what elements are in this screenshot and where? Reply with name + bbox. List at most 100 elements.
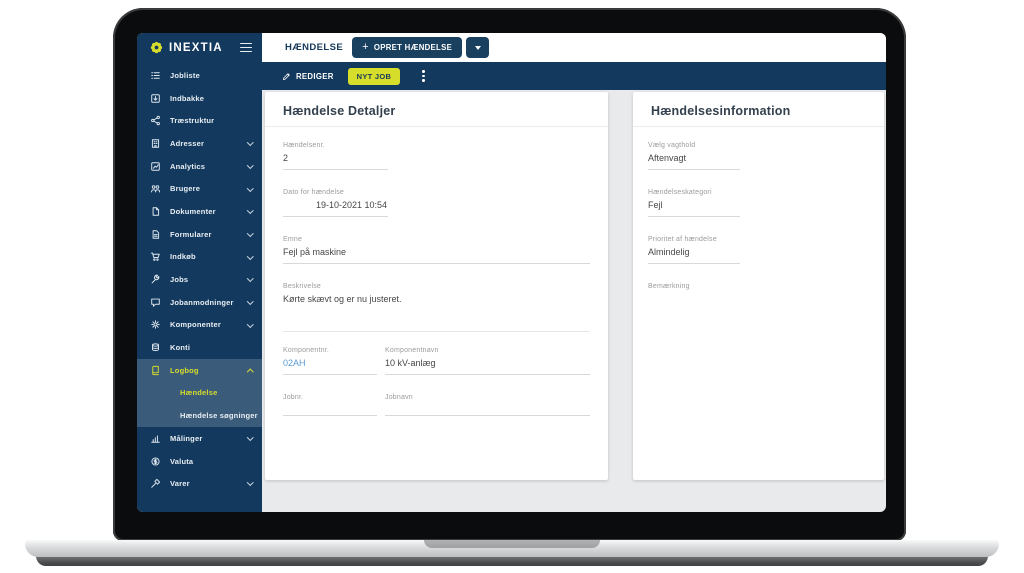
field-prioritet: Prioritet af hændelse Almindelig [648, 236, 869, 264]
haendelsenr-input[interactable]: 2 [283, 153, 388, 170]
prioritet-select[interactable]: Almindelig [648, 247, 740, 264]
varer-icon [151, 479, 161, 488]
komponent-row: Komponentnr. 02AH Komponentnavn 10 kV-an… [283, 332, 590, 375]
field-kategori: Hændelseskategori Fejl [648, 189, 869, 217]
chevron-down-icon [246, 184, 253, 191]
rediger-button[interactable]: REDIGER [282, 72, 334, 81]
field-label: Hændelseskategori [648, 189, 712, 196]
haendelse-detaljer-panel: Hændelse Detaljer Hændelsenr. 2 Dato for… [265, 92, 608, 480]
pencil-icon [283, 72, 290, 80]
sidebar-item-dokumenter[interactable]: Dokumenter [137, 200, 262, 223]
chevron-down-icon [246, 229, 253, 237]
adresser-icon [151, 139, 160, 148]
indkoeb-icon [150, 252, 160, 262]
kebab-menu-icon[interactable] [418, 68, 428, 83]
valuta-icon [151, 456, 160, 466]
analytics-icon [151, 161, 160, 171]
sidebar-item-label: Brugere [170, 184, 201, 194]
laptop-base [25, 540, 999, 557]
dato-input[interactable]: 19-10-2021 10:54 [283, 200, 388, 217]
sidebar-item-haendelse-soegninger[interactable]: Hændelse søgninger [137, 404, 262, 427]
sidebar-item-adresser[interactable]: Adresser [137, 132, 262, 155]
chevron-down-icon [246, 139, 253, 146]
brand-name: INEXTIA [169, 41, 223, 54]
konti-icon [151, 343, 160, 352]
field-komponentnavn: Komponentnavn 10 kV-anlæg [385, 347, 590, 375]
komponentnavn-input[interactable]: 10 kV-anlæg [385, 358, 590, 375]
field-dato: Dato for hændelse 19-10-2021 10:54 [283, 189, 590, 217]
sidebar-item-indkoeb[interactable]: Indkøb [137, 246, 262, 269]
field-label: Bemærkning [648, 283, 690, 290]
chevron-down-icon [246, 252, 253, 260]
field-komponentnr: Komponentnr. 02AH [283, 347, 377, 375]
sidebar-item-varer[interactable]: Varer [137, 472, 262, 495]
logbog-group: Logbog Hændelse Hændelse søgninger [137, 358, 262, 427]
komponenter-icon [151, 320, 160, 330]
jobnavn-input[interactable] [385, 405, 590, 416]
chevron-down-icon [246, 207, 253, 214]
jobnr-input[interactable] [283, 405, 377, 416]
chevron-down-icon [246, 275, 253, 282]
sidebar-item-haendelse[interactable]: Hændelse [137, 382, 262, 405]
sidebar-item-jobs[interactable]: Jobs [137, 268, 262, 291]
sidebar-item-brugere[interactable]: Brugere [137, 177, 262, 200]
sidebar-item-komponenter[interactable]: Komponenter [137, 314, 262, 337]
sidebar-item-label: Adresser [170, 138, 205, 148]
chevron-down-icon [246, 161, 253, 169]
sidebar: INEXTIA Jobliste Indbakke Træstruktur [137, 33, 262, 512]
sidebar-item-label: Logbog [170, 365, 199, 375]
sidebar-item-jobanmodninger[interactable]: Jobanmodninger [137, 291, 262, 314]
jobanmodninger-icon [151, 298, 160, 307]
bemaerkning-input[interactable] [648, 294, 869, 305]
sidebar-item-label: Konti [170, 343, 191, 353]
job-row: Jobnr. Jobnavn [283, 375, 590, 416]
field-label: Prioritet af hændelse [648, 236, 717, 243]
chevron-up-icon [246, 368, 253, 375]
field-label: Vælg vagthold [648, 142, 696, 149]
sidebar-item-label: Målinger [170, 433, 203, 443]
brugere-icon [151, 185, 161, 193]
main-area: HÆNDELSE + OPRET HÆNDELSE REDIGER NYT JO… [262, 33, 886, 512]
haendelsesinformation-panel: Hændelsesinformation Vælg vagthold Aften… [633, 92, 884, 480]
sidebar-item-label: Jobanmodninger [170, 297, 234, 307]
chevron-down-icon [246, 298, 253, 305]
sidebar-item-konti[interactable]: Konti [137, 336, 262, 359]
sidebar-item-label: Hændelse [180, 388, 218, 398]
sidebar-item-maalinger[interactable]: Målinger [137, 427, 262, 450]
traestruktur-icon [151, 115, 160, 126]
emne-input[interactable]: Fejl på maskine [283, 247, 590, 264]
vagthold-select[interactable]: Aftenvagt [648, 153, 740, 170]
komponentnr-link[interactable]: 02AH [283, 358, 377, 375]
caret-down-icon [474, 45, 481, 50]
beskrivelse-input[interactable]: Kørte skævt og er nu justeret. [283, 294, 402, 304]
field-bemaerkning: Bemærkning [648, 283, 869, 305]
opret-haendelse-button[interactable]: + OPRET HÆNDELSE [352, 37, 463, 58]
sidebar-item-traestruktur[interactable]: Træstruktur [137, 109, 262, 132]
nyt-job-button[interactable]: NYT JOB [347, 67, 401, 85]
sidebar-nav: Jobliste Indbakke Træstruktur Adresser [137, 62, 262, 512]
kategori-select[interactable]: Fejl [648, 200, 740, 217]
field-label: Jobnavn [385, 394, 413, 401]
field-label: Jobnr. [283, 394, 304, 401]
sidebar-item-analytics[interactable]: Analytics [137, 155, 262, 178]
sidebar-item-formularer[interactable]: Formularer [137, 223, 262, 246]
field-label: Dato for hændelse [283, 189, 344, 196]
laptop-base-edge [36, 556, 988, 566]
sidebar-item-label: Træstruktur [170, 116, 215, 126]
sidebar-item-label: Valuta [170, 456, 194, 466]
topbar: HÆNDELSE + OPRET HÆNDELSE [262, 33, 886, 62]
sidebar-item-label: Analytics [170, 161, 206, 171]
sidebar-item-logbog[interactable]: Logbog [137, 359, 262, 382]
opret-dropdown-button[interactable] [466, 37, 490, 58]
hamburger-icon[interactable] [240, 42, 252, 53]
sidebar-item-label: Jobs [170, 275, 189, 285]
rediger-label: REDIGER [296, 71, 334, 81]
sidebar-item-jobliste[interactable]: Jobliste [137, 64, 262, 87]
sidebar-item-indbakke[interactable]: Indbakke [137, 87, 262, 110]
app-screen: INEXTIA Jobliste Indbakke Træstruktur [137, 33, 886, 512]
sidebar-item-valuta[interactable]: Valuta [137, 450, 262, 473]
logo-bar: INEXTIA [137, 33, 262, 62]
field-label: Beskrivelse [283, 283, 321, 290]
field-haendelsenr: Hændelsenr. 2 [283, 142, 590, 170]
